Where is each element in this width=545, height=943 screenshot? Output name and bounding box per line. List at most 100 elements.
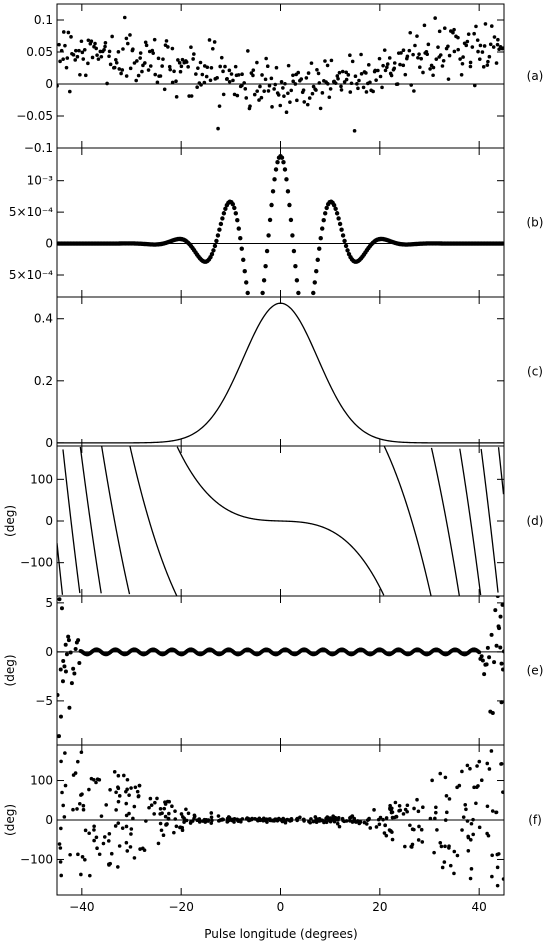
data-point — [380, 85, 384, 90]
data-point — [257, 310, 261, 314]
data-point — [466, 849, 471, 853]
data-point — [468, 876, 473, 881]
data-point — [388, 803, 392, 808]
data-point — [487, 655, 492, 660]
data-point — [66, 634, 71, 639]
data-point — [80, 50, 85, 55]
x-axis-label: Pulse longitude (degrees) — [204, 927, 357, 941]
data-point — [217, 104, 222, 108]
data-point — [134, 78, 138, 83]
data-point — [496, 852, 501, 856]
data-point — [252, 92, 257, 97]
data-point — [447, 797, 452, 801]
data-point — [465, 819, 470, 823]
data-point — [472, 83, 477, 88]
data-point — [401, 48, 406, 53]
data-point — [279, 80, 284, 84]
data-point — [160, 64, 164, 68]
data-point — [279, 155, 285, 160]
data-point — [389, 73, 394, 78]
data-point — [210, 46, 215, 51]
data-point — [460, 828, 464, 832]
data-point — [496, 624, 501, 629]
data-point — [180, 825, 185, 830]
data-point — [131, 816, 135, 821]
data-point — [61, 57, 65, 61]
data-point — [152, 37, 157, 42]
data-point — [57, 842, 62, 846]
data-point — [226, 815, 231, 819]
data-point — [480, 50, 485, 54]
data-point — [182, 816, 186, 821]
data-point — [61, 30, 66, 34]
data-point — [440, 64, 445, 68]
data-point — [500, 602, 504, 607]
data-point — [260, 817, 264, 822]
data-point — [180, 57, 185, 62]
data-point — [144, 43, 149, 48]
data-point — [184, 807, 188, 812]
data-point — [382, 831, 387, 835]
data-point — [372, 808, 376, 812]
data-point — [471, 817, 475, 822]
data-point — [240, 817, 245, 821]
data-point — [116, 785, 120, 789]
data-point — [440, 865, 445, 870]
data-point — [262, 89, 266, 93]
data-point — [63, 783, 68, 788]
data-point — [124, 789, 128, 794]
data-point — [269, 202, 274, 208]
data-point — [192, 52, 196, 56]
data-point — [373, 68, 378, 73]
data-point — [201, 819, 205, 823]
data-point — [397, 803, 402, 808]
data-point — [398, 808, 403, 813]
data-point — [63, 43, 67, 48]
data-point — [485, 804, 490, 809]
data-point — [251, 68, 256, 72]
data-point — [242, 269, 247, 274]
data-point — [336, 76, 340, 81]
data-point — [342, 238, 347, 244]
data-point — [443, 844, 447, 849]
data-point — [320, 91, 325, 95]
data-point — [166, 45, 170, 49]
y-tick-label: 10⁻³ — [27, 174, 54, 188]
data-point — [71, 773, 76, 777]
data-point — [190, 819, 195, 823]
data-point — [90, 55, 95, 60]
data-point — [419, 56, 424, 61]
data-point — [64, 65, 69, 70]
data-point — [405, 803, 410, 808]
data-point — [140, 69, 144, 74]
data-point — [259, 95, 264, 100]
data-point — [355, 82, 359, 86]
data-point — [107, 54, 111, 59]
data-point — [81, 57, 86, 61]
data-point — [314, 269, 319, 274]
data-point — [158, 821, 163, 826]
data-point — [76, 638, 81, 643]
data-point — [114, 808, 118, 812]
data-point — [63, 669, 68, 674]
y-tick-label: 0 — [45, 645, 53, 659]
data-point — [218, 818, 223, 822]
data-point — [250, 315, 254, 319]
data-point — [305, 319, 309, 323]
data-point — [247, 300, 251, 304]
data-point — [102, 835, 107, 839]
data-point — [456, 35, 460, 40]
data-point — [176, 58, 180, 62]
panels: −0.1 −0.05 0 0.05 0.1 (a) 5×10⁻⁴ 0 5×10⁻⁴ 10⁻³ (b)… — [3, 3, 543, 914]
data-point — [374, 825, 379, 829]
data-point — [435, 828, 439, 832]
data-point — [187, 94, 191, 98]
data-point — [474, 24, 478, 29]
data-point — [318, 106, 323, 111]
data-point — [167, 64, 172, 69]
data-point — [437, 29, 442, 34]
data-point — [438, 841, 443, 845]
data-point — [66, 30, 71, 35]
data-point — [492, 35, 497, 39]
data-point — [96, 57, 101, 61]
